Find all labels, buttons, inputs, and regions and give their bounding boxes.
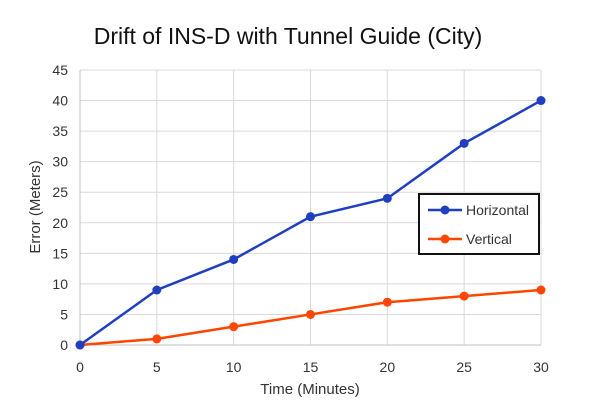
- x-tick-label: 20: [380, 359, 396, 375]
- x-tick-label: 0: [76, 359, 84, 375]
- data-point-horizontal: [152, 285, 162, 295]
- y-tick-label: 0: [60, 337, 68, 353]
- y-tick-label: 25: [52, 184, 68, 200]
- legend-label-vertical: Vertical: [466, 231, 512, 247]
- data-point-vertical: [459, 291, 469, 301]
- y-tick-label: 5: [60, 306, 68, 322]
- y-tick-label: 15: [52, 245, 68, 261]
- x-tick-label: 15: [303, 359, 319, 375]
- data-point-horizontal: [306, 212, 315, 222]
- x-tick-label: 25: [456, 359, 472, 375]
- y-tick-label: 20: [52, 215, 68, 231]
- data-point-horizontal: [382, 193, 392, 203]
- chart-title: Drift of INS-D with Tunnel Guide (City): [94, 23, 483, 49]
- y-tick-label: 35: [52, 123, 68, 139]
- data-point-horizontal: [229, 254, 239, 264]
- x-tick-label: 30: [533, 359, 549, 375]
- data-point-horizontal: [536, 96, 546, 106]
- legend-marker-horizontal: [440, 205, 450, 215]
- legend-marker-vertical: [440, 234, 450, 244]
- data-point-horizontal: [459, 138, 469, 148]
- y-tick-label: 30: [52, 154, 68, 170]
- grid: [79, 69, 542, 346]
- ticks: 0 5 10 15 20 25 30 35 40 45 0 5 10 15 20 25 30: [52, 62, 549, 375]
- data-point-vertical: [536, 285, 546, 295]
- legend-label-horizontal: Horizontal: [466, 202, 529, 218]
- data-point-horizontal: [75, 340, 85, 350]
- legend-box: [418, 193, 540, 255]
- y-axis-label: Error (Meters): [27, 160, 44, 253]
- data-point-vertical: [382, 297, 392, 307]
- series-lines: [75, 96, 546, 350]
- x-tick-label: 5: [153, 359, 161, 375]
- y-tick-label: 45: [52, 62, 68, 78]
- y-tick-label: 40: [52, 93, 68, 109]
- x-axis-label: Time (Minutes): [260, 381, 359, 398]
- y-tick-label: 10: [52, 276, 68, 292]
- legend: Horizontal Vertical: [418, 193, 540, 255]
- data-point-vertical: [229, 322, 239, 332]
- data-point-vertical: [152, 334, 162, 344]
- x-tick-label: 10: [226, 359, 242, 375]
- data-point-vertical: [306, 309, 315, 319]
